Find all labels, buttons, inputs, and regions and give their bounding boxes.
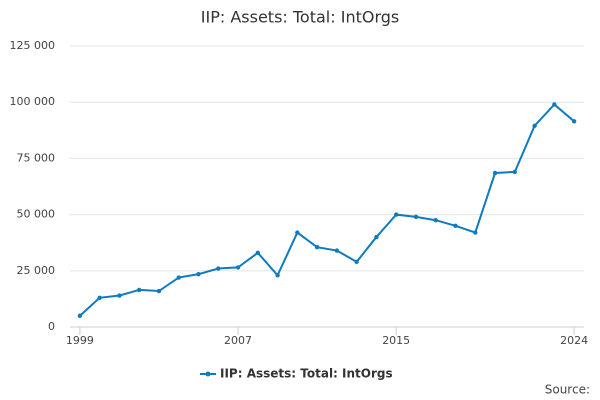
point: [552, 102, 557, 107]
point: [77, 313, 83, 318]
point: [156, 288, 162, 294]
point: [117, 293, 122, 298]
point: [216, 266, 221, 271]
legend-marker: [205, 371, 211, 377]
y-tick-label: 100 000: [10, 95, 56, 108]
point: [97, 295, 102, 300]
x-tick-label: 1999: [66, 334, 94, 347]
point: [453, 223, 458, 229]
point: [334, 248, 340, 253]
point: [196, 271, 201, 277]
y-tick-label: 125 000: [10, 39, 56, 52]
point: [275, 273, 280, 278]
y-tick-label: 25 000: [17, 264, 56, 277]
legend-text: IIP: Assets: Total: IntOrgs: [220, 367, 393, 381]
y-tick-label: 75 000: [17, 151, 56, 164]
point: [354, 259, 359, 265]
point: [314, 244, 320, 250]
point: [255, 250, 261, 256]
point: [512, 169, 518, 175]
point: [433, 218, 438, 223]
point: [571, 119, 577, 124]
point: [374, 234, 379, 240]
point: [235, 265, 241, 270]
x-tick-label: 2015: [382, 334, 410, 347]
point: [473, 230, 478, 235]
point: [413, 214, 419, 220]
point: [393, 212, 399, 217]
point: [492, 170, 498, 176]
chart-title: IIP: Assets: Total: IntOrgs: [201, 8, 399, 27]
point: [295, 230, 300, 235]
y-tick-label: 50 000: [17, 208, 56, 221]
point: [532, 123, 537, 129]
x-tick-label: 2007: [224, 334, 252, 347]
point: [176, 275, 181, 280]
point: [136, 287, 142, 293]
x-tick-label: 2024: [560, 334, 588, 347]
y-tick-label: 0: [48, 320, 55, 333]
source: Source:: [545, 383, 590, 397]
series-line: [79, 103, 575, 317]
